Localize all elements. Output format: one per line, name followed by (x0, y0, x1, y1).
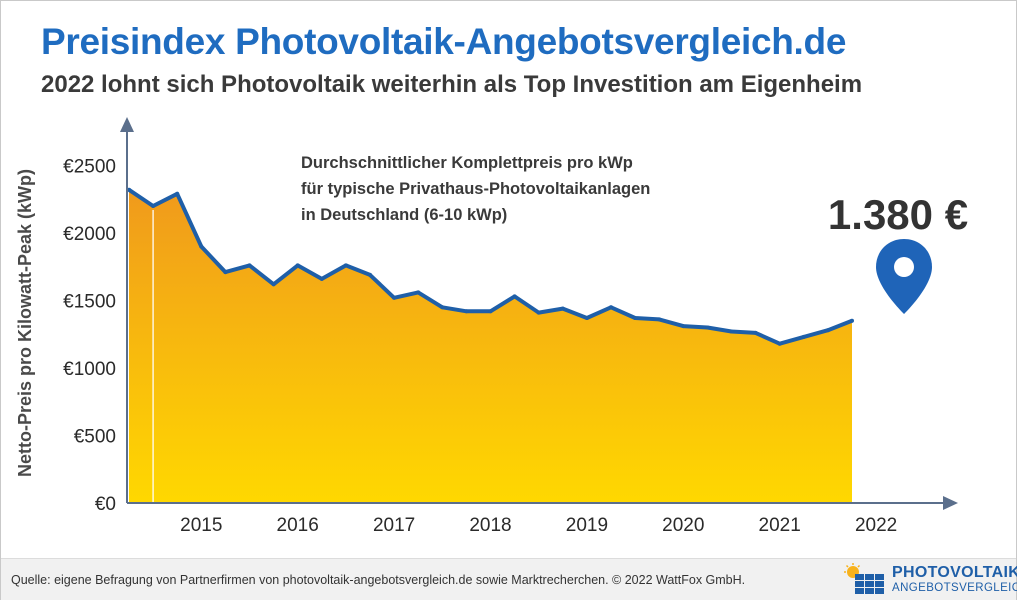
y-tick-label: €500 (74, 427, 116, 448)
data-point (151, 204, 156, 208)
data-point (850, 318, 854, 323)
data-point (223, 270, 228, 275)
solar-panel-icon (844, 563, 884, 594)
chart-annotation: Durchschnittlicher Komplettpreis pro kWp… (301, 154, 650, 224)
data-point (175, 191, 180, 196)
y-tick-label: €2000 (63, 224, 116, 245)
data-point (319, 276, 324, 281)
data-point (488, 309, 493, 314)
y-tick-label: €0 (95, 494, 116, 515)
price-area (129, 189, 852, 504)
data-point (440, 305, 445, 310)
y-tick-label: €2500 (63, 157, 116, 178)
annotation-line-1: Durchschnittlicher Komplettpreis pro kWp (301, 154, 633, 172)
data-point (416, 290, 421, 295)
x-tick-label: 2022 (855, 515, 897, 536)
data-point (392, 295, 397, 300)
logo-line-2: ANGEBOTSVERGLEICH (892, 582, 1017, 594)
data-point (753, 330, 758, 335)
y-tick-label: €1500 (63, 292, 116, 313)
data-point (512, 294, 517, 299)
x-tick-label: 2018 (469, 515, 511, 536)
data-point (271, 282, 276, 287)
x-tick-label: 2021 (759, 515, 801, 536)
annotation-line-2: für typische Privathaus-Photovoltaikanla… (301, 180, 650, 198)
brand-logo: PHOTOVOLTAIK ANGEBOTSVERGLEICH (844, 563, 1017, 597)
source-note: Quelle: eigene Befragung von Partnerfirm… (11, 573, 746, 587)
axes (120, 117, 958, 510)
current-price-callout: 1.380 € (828, 191, 968, 238)
data-point (657, 317, 662, 322)
data-point (801, 334, 806, 339)
page-title: Preisindex Photovoltaik-Angebotsvergleic… (41, 21, 847, 62)
data-point (343, 263, 348, 268)
x-tick-label: 2017 (373, 515, 415, 536)
data-point (609, 305, 613, 310)
data-point (464, 309, 469, 314)
data-point (729, 329, 734, 334)
x-tick-label: 2020 (662, 515, 704, 536)
annotation-line-3: in Deutschland (6-10 kWp) (301, 206, 507, 224)
data-point (681, 324, 686, 329)
data-point (295, 263, 300, 268)
data-point (247, 263, 252, 268)
data-point (368, 272, 372, 277)
x-tick-label: 2016 (277, 515, 319, 536)
y-tick-label: €1000 (63, 359, 116, 380)
data-point (705, 325, 710, 330)
data-point (560, 306, 565, 311)
page-subtitle: 2022 lohnt sich Photovoltaik weiterhin a… (41, 71, 863, 98)
data-point (199, 244, 204, 249)
data-point (777, 341, 782, 346)
logo-line-1: PHOTOVOLTAIK (892, 564, 1017, 581)
location-pin-icon (876, 239, 932, 314)
price-chart: €0 €500 €1000 €1500 €2000 €2500 Netto-Preis p… (15, 117, 968, 536)
x-tick-label: 2015 (180, 515, 222, 536)
data-point (633, 316, 638, 320)
y-axis-label: Netto-Preis pro Kilowatt-Peak (kWp) (15, 169, 35, 477)
data-point (536, 310, 541, 315)
data-point (825, 328, 830, 333)
x-tick-label: 2019 (566, 515, 608, 536)
data-point (584, 316, 589, 320)
footer: Quelle: eigene Befragung von Partnerfirm… (1, 558, 1017, 600)
